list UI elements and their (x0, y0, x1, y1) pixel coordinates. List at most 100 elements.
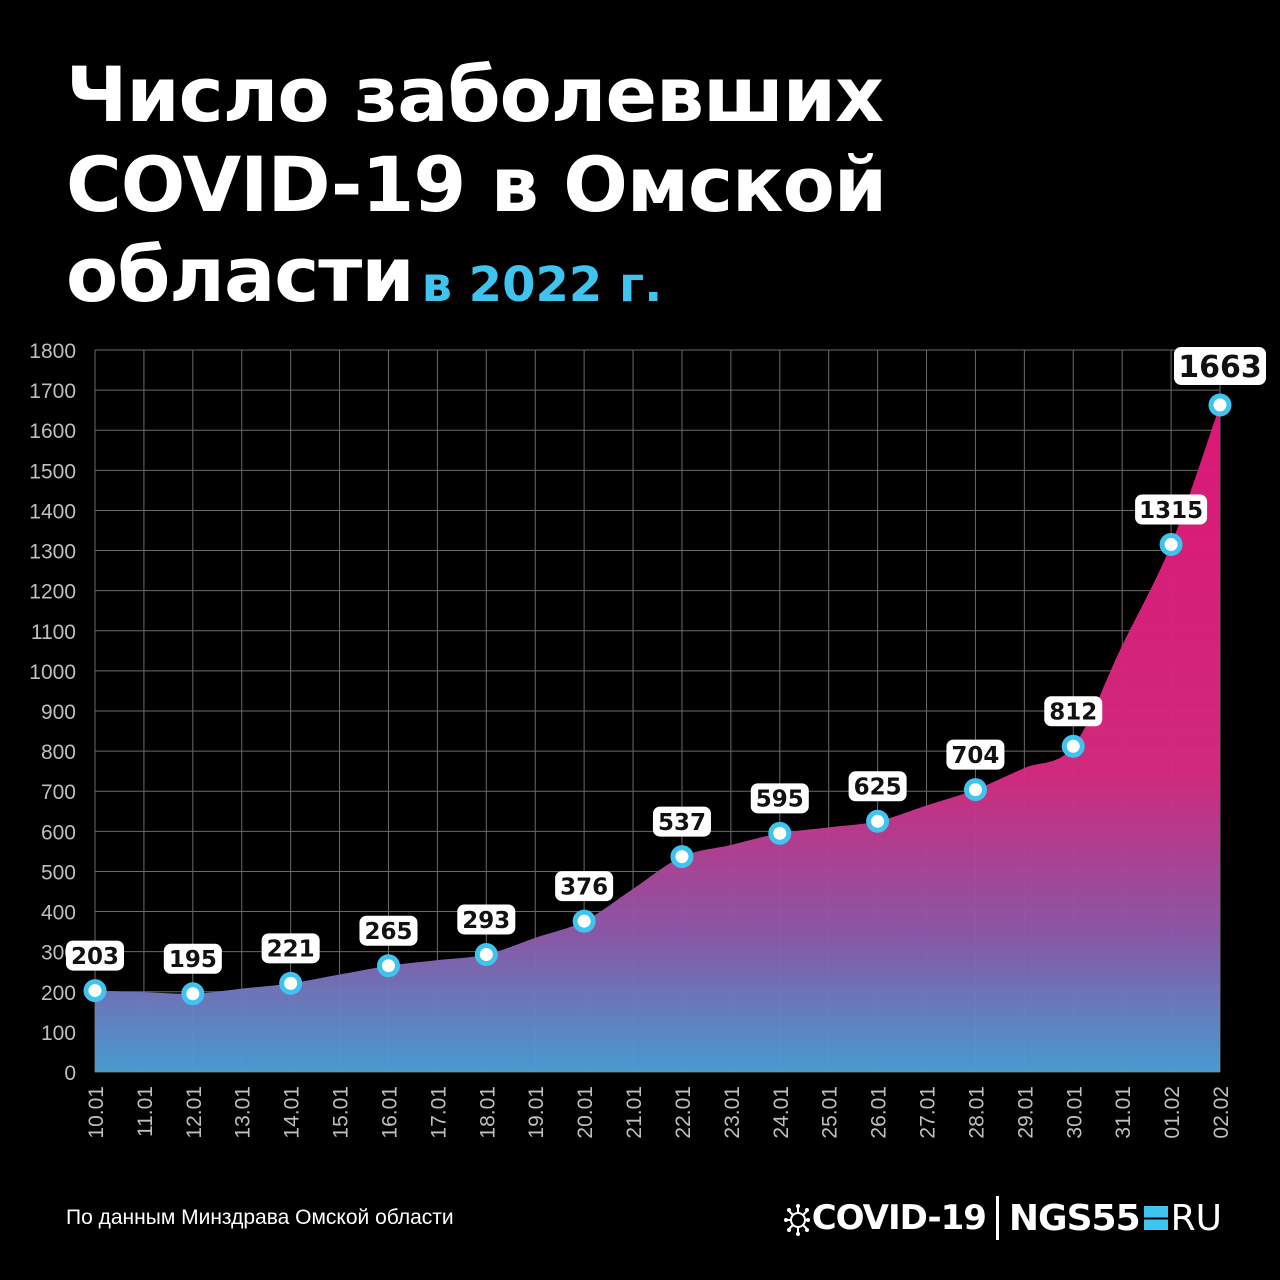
point-marker (279, 971, 303, 995)
brand-ngs: NGS55 (1008, 1197, 1141, 1239)
value-label: 704 (951, 743, 999, 769)
y-tick-label: 400 (41, 902, 76, 925)
data-point: 221 (261, 933, 320, 995)
title-line-3-text: области (66, 230, 415, 319)
x-tick-label: 13.01 (232, 1086, 255, 1139)
data-point: 265 (359, 915, 418, 978)
x-tick-label: 26.01 (868, 1086, 891, 1139)
y-tick-label: 200 (41, 982, 76, 1005)
data-point: 1663 (1174, 346, 1266, 417)
point-marker (83, 979, 107, 1003)
x-axis-ticks: 10.01 11.01 12.01 13.01 14.01 15.01 16.01 17.01… (85, 1086, 1233, 1139)
value-label-bg (946, 739, 1005, 770)
point-marker (181, 982, 205, 1006)
brand-square-icon (1143, 1206, 1168, 1230)
y-tick-label: 600 (41, 821, 76, 844)
data-point: 376 (555, 871, 614, 933)
y-tick-label: 1300 (29, 541, 76, 564)
point-marker (1159, 533, 1183, 557)
x-tick-label: 25.01 (819, 1086, 842, 1139)
value-label: 293 (462, 908, 510, 934)
value-label-bg (66, 940, 124, 971)
area-layer (95, 404, 1220, 1072)
y-tick-label: 700 (41, 781, 76, 804)
x-tick-label: 24.01 (770, 1086, 793, 1139)
y-tick-label: 900 (41, 701, 76, 724)
x-tick-label: 29.01 (1014, 1086, 1037, 1139)
x-tick-label: 15.01 (330, 1086, 353, 1139)
brand-logo: COVID-19 NGS55 RU (783, 1188, 1222, 1248)
data-point: 1315 (1135, 494, 1208, 557)
y-tick-label: 500 (41, 861, 76, 884)
point-marker (572, 909, 596, 933)
x-tick-label: 28.01 (965, 1086, 988, 1139)
y-tick-label: 1800 (29, 340, 76, 363)
title-line-3: области в 2022 г. (66, 230, 886, 330)
value-label-bg (1044, 696, 1103, 727)
y-tick-label: 800 (41, 741, 76, 764)
value-label-bg (848, 771, 907, 802)
x-tick-label: 14.01 (281, 1086, 304, 1139)
y-tick-label: 0 (64, 1062, 76, 1085)
y-tick-label: 100 (41, 1022, 76, 1045)
y-tick-label: 1500 (29, 460, 76, 483)
point-marker (376, 954, 400, 978)
value-label: 812 (1049, 700, 1097, 726)
chart-title: Число заболевших COVID-19 в Омской облас… (66, 50, 887, 330)
x-tick-label: 16.01 (378, 1086, 401, 1139)
x-tick-label: 19.01 (525, 1086, 548, 1139)
y-tick-label: 1400 (29, 500, 76, 523)
x-tick-label: 18.01 (476, 1086, 499, 1139)
value-label: 537 (658, 810, 706, 836)
value-label: 376 (560, 874, 608, 900)
value-label: 203 (71, 944, 119, 970)
value-label: 595 (756, 787, 804, 813)
x-tick-label: 20.01 (574, 1086, 597, 1139)
virus-icon (783, 1204, 810, 1236)
area-fill (95, 404, 1220, 1072)
value-label-bg (1135, 494, 1208, 525)
x-tick-label: 23.01 (721, 1086, 744, 1139)
value-label-bg (652, 806, 711, 837)
brand-divider (995, 1196, 999, 1240)
value-label-bg (555, 871, 614, 902)
value-label: 625 (854, 775, 902, 801)
data-point: 537 (652, 806, 711, 869)
y-tick-label: 1000 (29, 661, 76, 684)
x-tick-label: 01.02 (1161, 1086, 1184, 1139)
value-label: 1315 (1139, 498, 1203, 524)
point-marker (1061, 734, 1085, 758)
x-tick-label: 11.01 (134, 1086, 157, 1137)
x-tick-label: 31.01 (1112, 1086, 1135, 1139)
data-point: 595 (750, 783, 809, 845)
source-note: По данным Минздрава Омской области (66, 1206, 454, 1229)
value-label-bg (457, 904, 516, 935)
title-year-accent: в 2022 г. (421, 257, 663, 313)
point-marker (768, 821, 792, 845)
value-label-bg (163, 943, 222, 974)
x-tick-label: 10.01 (85, 1086, 108, 1139)
x-tick-label: 22.01 (672, 1086, 695, 1139)
brand-covid: COVID-19 (811, 1198, 987, 1238)
data-point: 625 (848, 771, 907, 833)
value-label-bg (261, 933, 320, 964)
title-line-1: Число заболевших (66, 50, 884, 139)
x-tick-label: 02.02 (1210, 1086, 1233, 1139)
y-axis-ticks: 0100200300400500600700800900100011001200… (29, 340, 76, 1085)
point-marker (474, 942, 498, 966)
data-point: 203 (66, 940, 124, 1003)
point-marker (1208, 393, 1232, 417)
brand-ru: RU (1170, 1197, 1222, 1239)
point-marker (963, 778, 987, 802)
y-tick-label: 1600 (29, 420, 76, 443)
value-label-bg (1174, 346, 1266, 385)
data-point: 195 (163, 943, 222, 1006)
y-tick-label: 1100 (31, 621, 76, 644)
title-line-2: COVID-19 в Омской (66, 140, 887, 229)
point-marker (866, 809, 890, 833)
data-points: 203 195 221 265 293 376 537 595 625 704 812 1315 166… (66, 346, 1266, 1006)
point-marker (670, 845, 694, 869)
area-chart: 0100200300400500600700800900100011001200… (29, 340, 1266, 1139)
value-label: 1663 (1178, 350, 1262, 385)
x-tick-label: 12.01 (183, 1086, 206, 1139)
